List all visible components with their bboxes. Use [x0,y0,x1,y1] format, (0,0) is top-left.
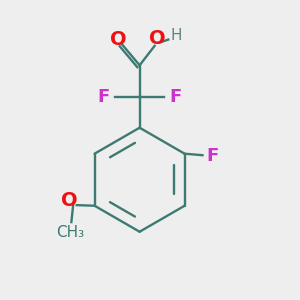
Text: F: F [170,88,182,106]
Text: CH₃: CH₃ [56,225,84,240]
Text: O: O [61,191,77,210]
Text: F: F [206,147,218,165]
Text: O: O [149,29,166,48]
Text: F: F [97,88,110,106]
Text: O: O [110,30,126,49]
Text: H: H [170,28,182,43]
